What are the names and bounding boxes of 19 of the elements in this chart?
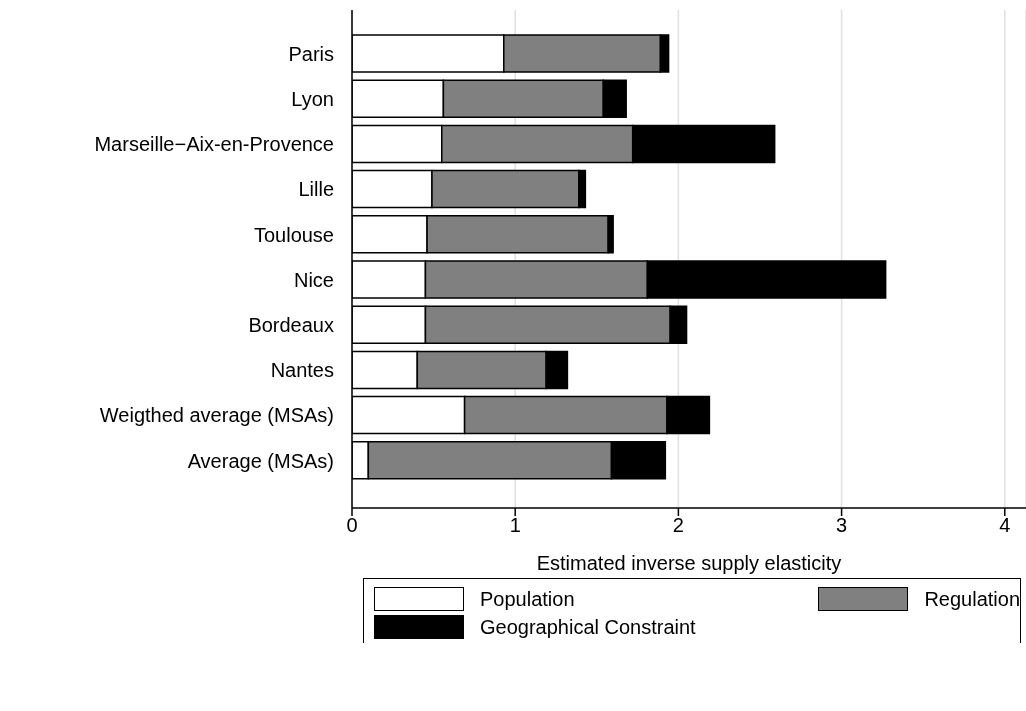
legend-label: Geographical Constraint [480,615,696,639]
x-tick-label: 2 [672,514,684,537]
y-tick-label: Average (MSAs) [187,449,334,472]
y-tick-label: Bordeaux [248,313,334,336]
x-tick-label: 1 [509,514,521,537]
y-tick-label: Nice [293,268,334,291]
y-tick-label: Lille [298,178,334,201]
y-tick-label: Nantes [270,359,334,382]
y-tick-label: Lyon [291,87,334,110]
legend-label: Population [480,587,575,611]
legend-label: Regulation [924,587,1020,611]
x-tick-label: 4 [999,514,1011,537]
y-tick-label: Weigthed average (MSAs) [99,404,334,427]
x-axis-title: Estimated inverse supply elasticity [536,552,842,574]
y-tick-label: Toulouse [253,223,334,246]
x-tick-label: 0 [346,514,358,537]
x-tick-label: 3 [836,514,848,537]
y-tick-label: Paris [288,42,334,65]
y-tick-label: Marseille−Aix-en-Provence [94,133,334,156]
